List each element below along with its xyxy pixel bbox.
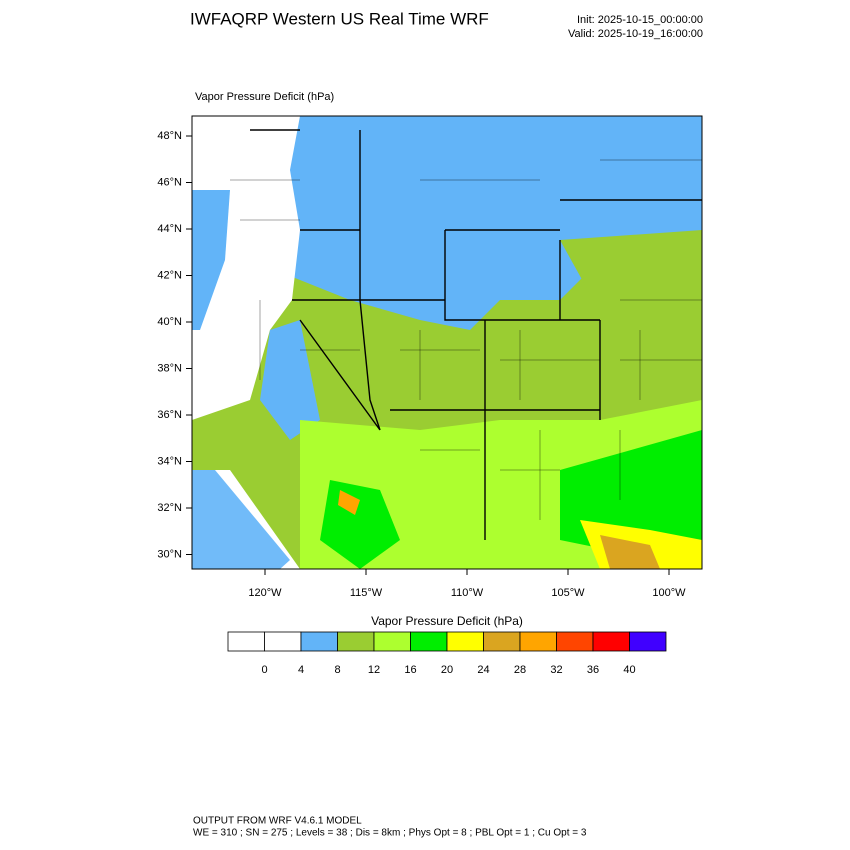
colorbar: 0 4 8 12 16 20 24 28 32 36 40 bbox=[227, 631, 667, 676]
colorbar-label: 36 bbox=[587, 664, 599, 676]
colorbar-box bbox=[519, 631, 557, 652]
colorbar-box bbox=[337, 631, 375, 652]
lat-label: 40°N bbox=[157, 316, 182, 328]
lat-label: 38°N bbox=[157, 362, 182, 374]
colorbar-box bbox=[446, 631, 484, 652]
lon-label: 110°W bbox=[451, 587, 484, 599]
valid-time: Valid: 2025-10-19_16:00:00 bbox=[568, 28, 703, 40]
colorbar-box bbox=[592, 631, 630, 652]
colorbar-label: 32 bbox=[550, 664, 562, 676]
footer-line: OUTPUT FROM WRF V4.6.1 MODEL bbox=[193, 816, 362, 827]
lon-axis: 120°W 115°W 110°W 105°W 100°W bbox=[248, 569, 686, 599]
colorbar-label: 16 bbox=[404, 664, 416, 676]
colorbar-label: 8 bbox=[334, 664, 340, 676]
lat-label: 36°N bbox=[157, 409, 182, 421]
footer-line: WE = 310 ; SN = 275 ; Levels = 38 ; Dis … bbox=[193, 828, 587, 839]
lat-label: 44°N bbox=[157, 223, 182, 235]
lat-label: 46°N bbox=[157, 176, 182, 188]
main-title: IWFAQRP Western US Real Time WRF bbox=[190, 9, 489, 28]
colorbar-box bbox=[300, 631, 338, 652]
map-fill bbox=[191, 115, 703, 570]
init-time: Init: 2025-10-15_00:00:00 bbox=[577, 14, 703, 26]
colorbar-box bbox=[556, 631, 594, 652]
map-title: Vapor Pressure Deficit (hPa) bbox=[195, 91, 334, 103]
colorbar-box bbox=[264, 631, 302, 652]
colorbar-box bbox=[410, 631, 448, 652]
lat-label: 30°N bbox=[157, 548, 182, 560]
lon-label: 120°W bbox=[248, 587, 282, 599]
colorbar-label: 20 bbox=[441, 664, 453, 676]
colorbar-box bbox=[373, 631, 411, 652]
lon-label: 100°W bbox=[652, 587, 686, 599]
lat-axis: 48°N 46°N 44°N 42°N 40°N 38°N 36°N 34°N 32°N 30°N bbox=[157, 130, 192, 560]
colorbar-box bbox=[483, 631, 521, 652]
colorbar-label: 4 bbox=[298, 664, 304, 676]
colorbar-box bbox=[227, 631, 265, 652]
colorbar-title: Vapor Pressure Deficit (hPa) bbox=[371, 614, 523, 628]
colorbar-label: 24 bbox=[477, 664, 489, 676]
colorbar-label: 40 bbox=[623, 664, 635, 676]
colorbar-box bbox=[629, 631, 667, 652]
lon-label: 115°W bbox=[350, 587, 383, 599]
colorbar-label: 12 bbox=[368, 664, 380, 676]
colorbar-label: 28 bbox=[514, 664, 526, 676]
lat-label: 42°N bbox=[157, 269, 182, 281]
lat-label: 32°N bbox=[157, 502, 182, 514]
lat-label: 34°N bbox=[157, 455, 182, 467]
lat-label: 48°N bbox=[157, 130, 182, 142]
colorbar-label: 0 bbox=[261, 664, 267, 676]
lon-label: 105°W bbox=[551, 587, 585, 599]
